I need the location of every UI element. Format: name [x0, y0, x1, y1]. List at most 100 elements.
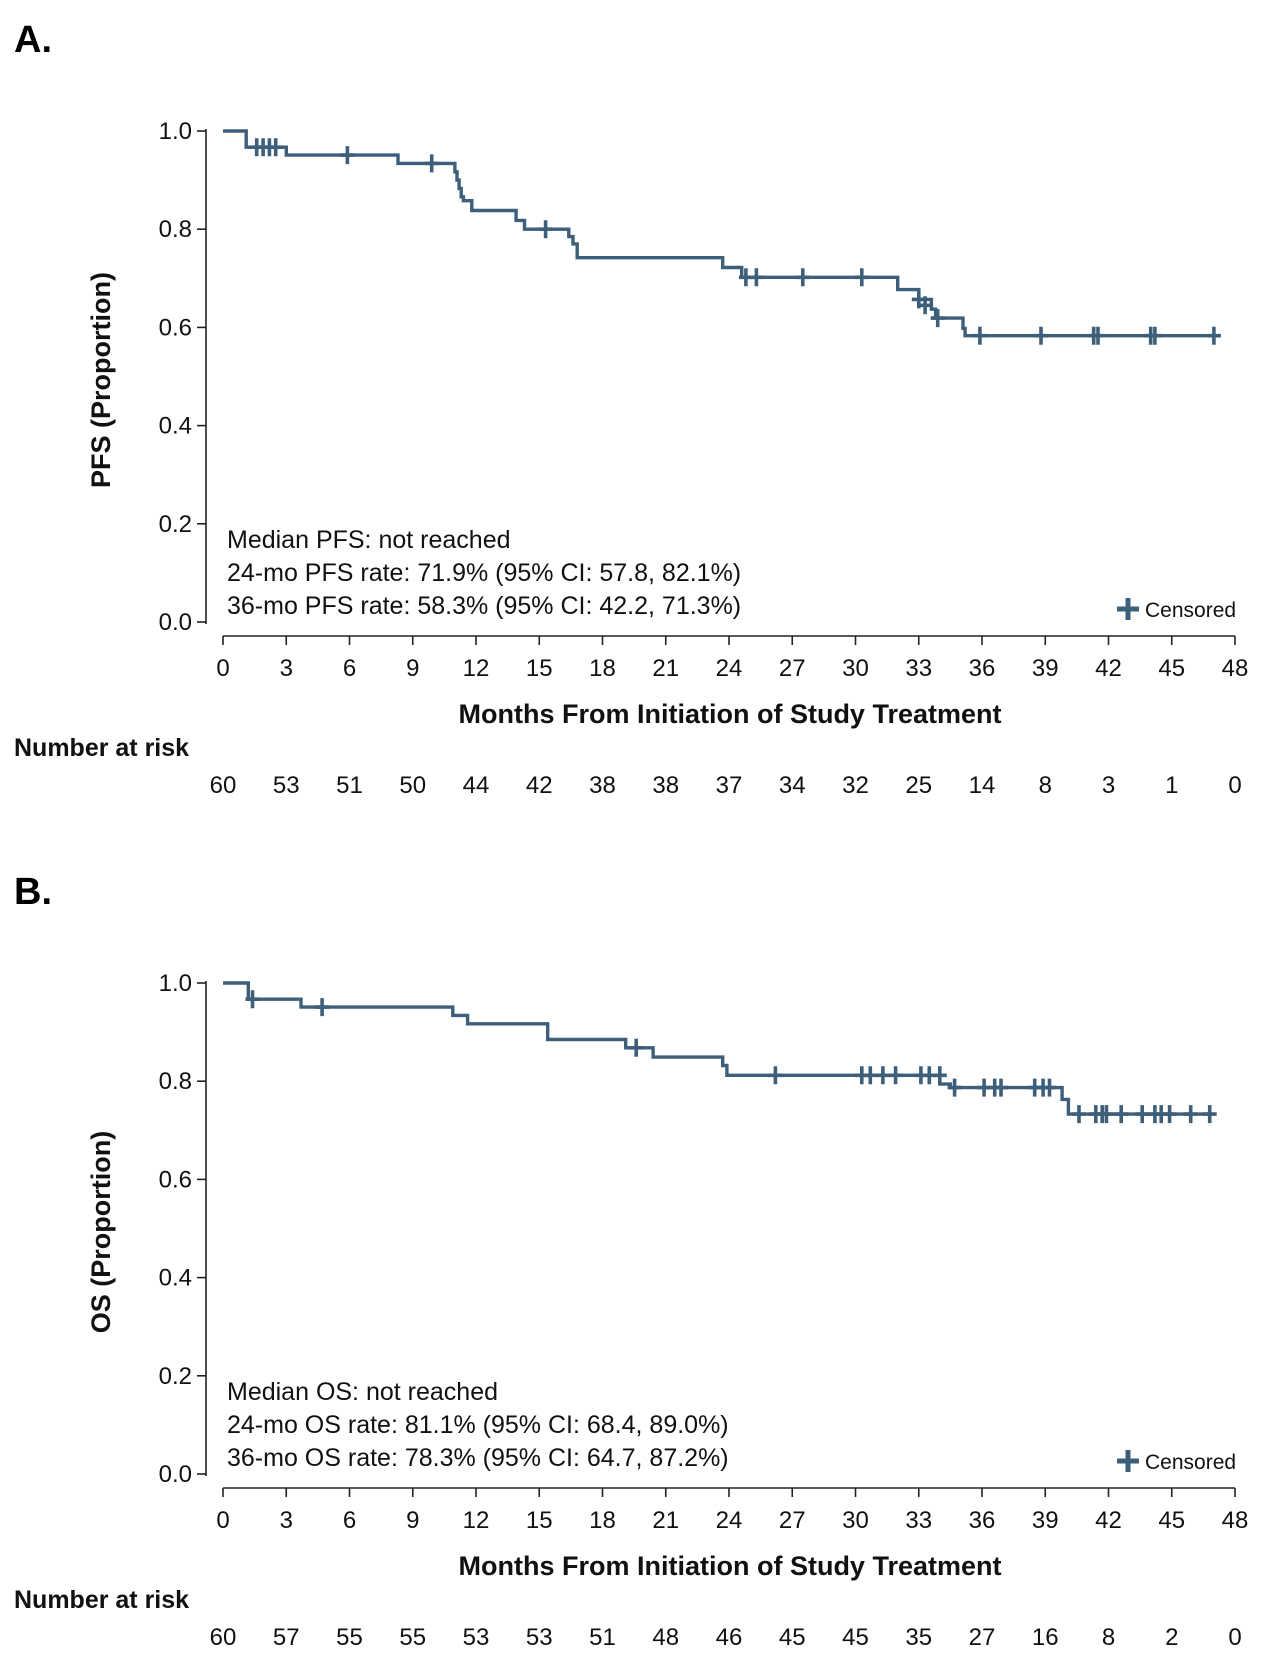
legend-label: Censored — [1145, 1451, 1236, 1474]
x-ticks: 0 3 6 9 12 15 18 21 24 27 30 33 36 39 42 45 48 — [216, 636, 1248, 682]
number-at-risk-value: 48 — [652, 1624, 679, 1651]
censored-mark — [538, 220, 553, 239]
censored-mark — [930, 309, 945, 328]
x-tick-label: 33 — [905, 1507, 932, 1534]
number-at-risk-value: 37 — [716, 772, 743, 799]
censored-mark — [1034, 326, 1048, 345]
number-at-risk-value: 57 — [273, 1624, 300, 1651]
x-tick-label: 12 — [463, 655, 490, 682]
x-tick-label: 42 — [1095, 1507, 1122, 1534]
x-tick-label: 6 — [343, 1507, 356, 1534]
censored-mark — [749, 268, 764, 287]
annotation-24mo: 24-mo PFS rate: 71.9% (95% CI: 57.8, 82.… — [227, 559, 741, 587]
y-tick-label: 1.0 — [159, 970, 192, 997]
number-at-risk-value: 50 — [399, 772, 426, 799]
x-tick-label: 45 — [1158, 1507, 1185, 1534]
censored-mark — [1072, 1105, 1086, 1124]
censored-mark — [1206, 326, 1221, 345]
censored-mark — [1091, 326, 1105, 345]
censored-mark — [245, 990, 260, 1009]
number-at-risk-value: 51 — [589, 1624, 616, 1651]
censored-mark — [1183, 1105, 1198, 1124]
x-tick-label: 39 — [1032, 655, 1059, 682]
censored-mark — [947, 1078, 962, 1097]
number-at-risk-value: 45 — [779, 1624, 806, 1651]
x-tick-label: 3 — [280, 655, 293, 682]
y-ticks: 1.0 0.8 0.6 0.4 0.2 0.0 — [159, 970, 206, 1488]
number-at-risk-value: 60 — [210, 1624, 237, 1651]
x-tick-label: 18 — [589, 655, 616, 682]
x-tick-label: 45 — [1158, 655, 1185, 682]
legend-label: Censored — [1145, 599, 1236, 622]
number-at-risk-value: 38 — [652, 772, 679, 799]
censored-mark — [972, 326, 987, 345]
x-tick-label: 0 — [216, 655, 229, 682]
x-axis-title: Months From Initiation of Study Treatmen… — [459, 699, 1002, 729]
censored-mark — [863, 1066, 878, 1085]
x-tick-label: 6 — [343, 655, 356, 682]
censored-mark — [315, 998, 330, 1017]
annotation-36mo: 36-mo PFS rate: 58.3% (95% CI: 42.2, 71.… — [227, 592, 741, 620]
x-tick-label: 30 — [842, 655, 869, 682]
censored-mark — [629, 1038, 644, 1057]
number-at-risk-value: 53 — [526, 1624, 553, 1651]
x-tick-label: 42 — [1095, 655, 1122, 682]
number-at-risk-value: 53 — [273, 772, 300, 799]
number-at-risk-value: 14 — [969, 772, 996, 799]
number-at-risk-value: 16 — [1032, 1624, 1059, 1651]
y-tick-label: 1.0 — [159, 118, 192, 145]
censored-mark — [768, 1066, 783, 1085]
number-at-risk-value: 53 — [463, 1624, 490, 1651]
x-tick-label: 12 — [463, 1507, 490, 1534]
number-at-risk-value: 8 — [1102, 1624, 1115, 1651]
number-at-risk-value: 42 — [526, 772, 553, 799]
number-at-risk-label: Number at risk — [14, 1586, 189, 1614]
legend: Censored — [1117, 598, 1236, 622]
censored-mark — [918, 296, 933, 315]
x-tick-label: 24 — [716, 655, 743, 682]
y-tick-label: 0.2 — [159, 1363, 192, 1390]
legend: Censored — [1117, 1450, 1236, 1474]
censored-mark — [795, 268, 810, 287]
number-at-risk-value: 55 — [336, 1624, 363, 1651]
annotation-24mo: 24-mo OS rate: 81.1% (95% CI: 68.4, 89.0… — [227, 1411, 729, 1439]
x-tick-label: 24 — [716, 1507, 743, 1534]
panel-label: A. — [14, 19, 52, 61]
plot-area — [223, 981, 1217, 1124]
y-tick-label: 0.8 — [159, 216, 192, 243]
censored-marker-icon — [1117, 1450, 1139, 1472]
plot-area — [223, 129, 1221, 345]
x-tick-label: 36 — [969, 655, 996, 682]
y-tick-label: 0.4 — [159, 1265, 192, 1292]
x-tick-label: 0 — [216, 1507, 229, 1534]
annotation-median: Median PFS: not reached — [227, 526, 511, 554]
y-tick-label: 0.6 — [159, 1166, 192, 1193]
censored-marker-icon — [1117, 598, 1139, 620]
y-tick-label: 0.8 — [159, 1068, 192, 1095]
x-tick-label: 3 — [280, 1507, 293, 1534]
censored-mark — [888, 1066, 903, 1085]
censored-mark — [1202, 1105, 1217, 1124]
number-at-risk-value: 45 — [842, 1624, 869, 1651]
number-at-risk-value: 38 — [589, 772, 616, 799]
censored-mark — [854, 268, 869, 287]
number-at-risk-value: 44 — [463, 772, 490, 799]
number-at-risk-value: 60 — [210, 772, 237, 799]
number-at-risk-row: 60 57 55 55 53 53 51 48 46 45 45 35 27 16 8 2 0 — [210, 1624, 1242, 1651]
censored-mark — [1042, 1078, 1057, 1097]
x-tick-label: 27 — [779, 1507, 806, 1534]
x-tick-label: 15 — [526, 1507, 553, 1534]
x-tick-label: 21 — [652, 1507, 679, 1534]
x-tick-label: 9 — [406, 1507, 419, 1534]
number-at-risk-value: 0 — [1228, 772, 1241, 799]
number-at-risk-label: Number at risk — [14, 734, 189, 762]
x-tick-label: 48 — [1222, 1507, 1249, 1534]
annotation-36mo: 36-mo OS rate: 78.3% (95% CI: 64.7, 87.2… — [227, 1444, 729, 1472]
number-at-risk-value: 27 — [969, 1624, 996, 1651]
x-tick-label: 21 — [652, 655, 679, 682]
x-tick-label: 18 — [589, 1507, 616, 1534]
censored-mark — [1162, 1105, 1177, 1124]
x-tick-label: 27 — [779, 655, 806, 682]
x-tick-label: 15 — [526, 655, 553, 682]
